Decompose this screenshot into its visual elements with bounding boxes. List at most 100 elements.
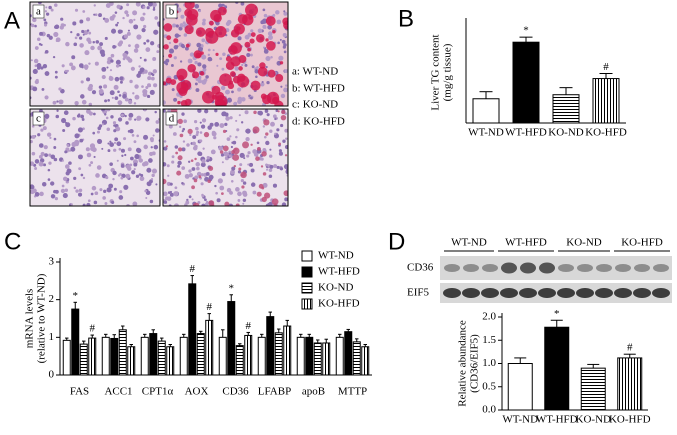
nucleus	[181, 112, 185, 116]
nucleus	[91, 185, 97, 191]
nucleus	[48, 153, 52, 157]
nucleus	[119, 29, 123, 34]
nucleus	[93, 4, 96, 7]
legend-label: WT-ND	[318, 250, 354, 262]
micrograph	[163, 2, 288, 106]
nucleus	[229, 135, 232, 138]
lipid-droplet	[195, 52, 201, 59]
nucleus	[218, 146, 224, 151]
nucleus	[98, 124, 103, 128]
nucleus	[145, 47, 151, 52]
y-axis-label: (relative to WT-ND)	[36, 273, 48, 363]
lipid-droplet	[240, 171, 247, 179]
nucleus	[240, 2, 245, 6]
nucleus	[263, 183, 266, 186]
nucleus	[120, 113, 124, 117]
lipid-droplet	[225, 61, 235, 71]
nucleus	[78, 63, 84, 68]
nucleus	[213, 136, 217, 140]
nucleus	[228, 203, 234, 206]
y-tick-label: 3	[49, 256, 55, 268]
nucleus	[79, 138, 84, 143]
bar	[118, 329, 127, 376]
bar	[235, 345, 244, 376]
nucleus	[177, 160, 182, 166]
nucleus	[264, 109, 269, 113]
nucleus	[215, 191, 218, 195]
nucleus	[53, 31, 59, 37]
nucleus	[205, 172, 210, 176]
nucleus	[122, 52, 127, 57]
lipid-droplet	[193, 178, 198, 183]
micrograph-tag: a	[36, 6, 41, 18]
nucleus	[60, 188, 66, 194]
nucleus	[33, 58, 39, 64]
nucleus	[262, 125, 266, 128]
nucleus	[202, 147, 205, 150]
lipid-droplet	[284, 154, 288, 157]
lipid-droplet	[265, 16, 276, 26]
band	[538, 288, 556, 298]
lipid-droplet	[266, 40, 276, 51]
lipid-droplet	[261, 151, 267, 157]
nucleus	[177, 164, 181, 168]
lipid-droplet	[217, 6, 227, 16]
nucleus	[115, 59, 121, 65]
lipid-droplet	[215, 52, 219, 56]
blot-row-label: CD36	[407, 262, 434, 274]
nucleus	[269, 164, 274, 169]
lipid-droplet	[256, 34, 265, 43]
nucleus	[217, 178, 223, 184]
bar	[79, 343, 88, 376]
nucleus	[54, 196, 59, 201]
nucleus	[276, 19, 282, 25]
nucleus	[109, 162, 113, 166]
panel-label: A	[4, 7, 20, 34]
nucleus	[201, 21, 206, 26]
nucleus	[55, 37, 61, 43]
nucleus	[142, 88, 148, 95]
nucleus	[175, 24, 179, 28]
nucleus	[109, 142, 115, 147]
band	[558, 264, 574, 272]
nucleus	[125, 173, 131, 179]
micrograph	[30, 2, 160, 106]
micrograph-tag-bg	[165, 111, 178, 126]
nucleus	[111, 96, 114, 99]
nucleus	[37, 2, 42, 5]
lipid-droplet	[176, 170, 182, 176]
nucleus	[279, 167, 284, 171]
nucleus	[115, 126, 121, 132]
blot-bands	[443, 262, 670, 298]
bar	[101, 336, 110, 376]
lipid-droplet	[253, 110, 257, 115]
nucleus	[225, 89, 230, 95]
nucleus	[142, 5, 146, 9]
nucleus	[157, 21, 160, 26]
legend-label: KO-HFD	[318, 298, 360, 310]
y-tick-label: 0.0	[482, 404, 496, 416]
nucleus	[244, 110, 249, 115]
bar	[88, 337, 97, 376]
nucleus	[145, 196, 148, 199]
nucleus	[216, 64, 219, 67]
nucleus	[122, 16, 125, 20]
nucleus	[32, 86, 38, 92]
nucleus	[98, 85, 103, 89]
nucleus	[70, 203, 73, 206]
nucleus	[212, 49, 215, 52]
nucleus	[116, 21, 119, 24]
nucleus	[121, 154, 124, 157]
nucleus	[263, 49, 269, 54]
nucleus	[139, 176, 145, 182]
lipid-droplet	[177, 100, 181, 105]
nucleus	[69, 62, 74, 67]
lipid-droplet	[208, 200, 215, 206]
nucleus	[143, 109, 147, 112]
nucleus	[262, 8, 266, 12]
micrograph	[163, 109, 288, 206]
nucleus	[133, 162, 138, 167]
nucleus	[196, 130, 200, 134]
micrograph-tag: c	[36, 113, 41, 125]
legend-text: a: WT-ND	[292, 66, 338, 78]
